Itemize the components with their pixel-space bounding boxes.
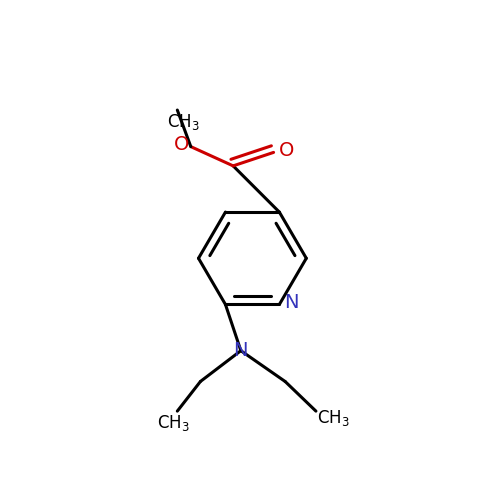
Text: N: N bbox=[284, 293, 299, 312]
Text: CH$_3$: CH$_3$ bbox=[157, 414, 190, 434]
Text: O: O bbox=[278, 141, 294, 160]
Text: CH$_3$: CH$_3$ bbox=[166, 112, 200, 132]
Text: O: O bbox=[174, 135, 189, 154]
Text: CH$_3$: CH$_3$ bbox=[317, 408, 350, 428]
Text: N: N bbox=[234, 341, 248, 360]
